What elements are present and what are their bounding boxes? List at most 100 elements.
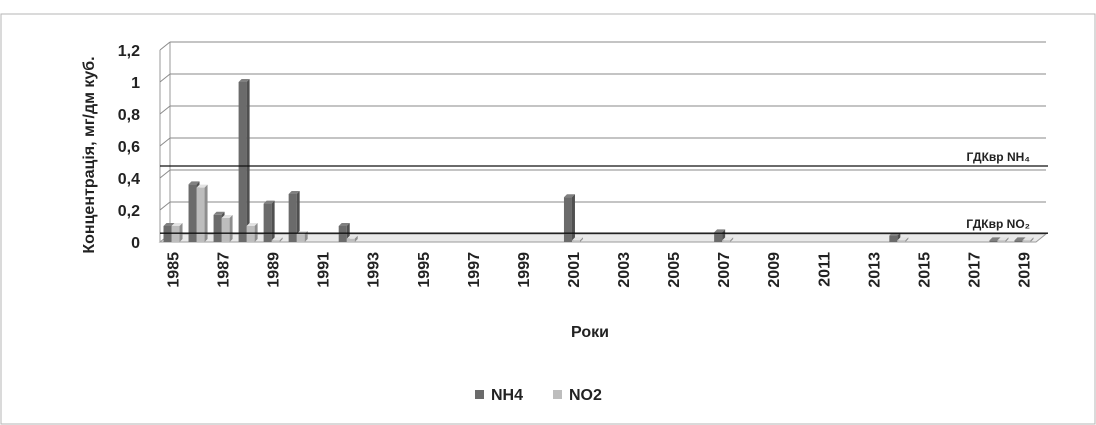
bar-top-no2-1986 — [196, 184, 208, 188]
x-tick-label: 2009 — [766, 252, 783, 288]
bar-top-no2-2019 — [1022, 237, 1034, 241]
bar-top-nh4-1987 — [213, 211, 225, 215]
bar-no2-1987 — [221, 218, 230, 242]
x-tick-label: 1995 — [416, 252, 433, 288]
legend-swatch-no2 — [553, 390, 562, 399]
x-tick-label: 2005 — [666, 252, 683, 288]
legend-label-no2: NO2 — [569, 387, 602, 404]
x-tick-label: 1985 — [166, 252, 183, 288]
bar-top-no2-2018 — [997, 237, 1009, 241]
bar-nh4-2014 — [889, 235, 898, 242]
gridlines — [159, 41, 1046, 211]
x-tick-label: 2001 — [566, 252, 583, 288]
bar-no2-2018 — [997, 240, 1006, 242]
legend: NH4 NO2 — [475, 387, 602, 404]
x-tick-label: 2007 — [716, 252, 733, 288]
bar-no2-1988 — [246, 226, 255, 242]
bar-side-no2-1986 — [204, 184, 208, 242]
bar-top-nh4-1992 — [338, 223, 350, 226]
bar-top-nh4-2001 — [563, 194, 575, 198]
bar-no2-2019 — [1022, 240, 1031, 242]
bar-no2-2007 — [722, 240, 731, 242]
chart-border — [0, 13, 1096, 425]
bar-nh4-2018 — [989, 240, 998, 242]
bar-side-no2-2001 — [579, 237, 583, 242]
x-tick-label: 1991 — [316, 252, 333, 288]
bar-nh4-1987 — [213, 214, 222, 242]
bar-side-nh4-2001 — [571, 194, 575, 242]
bar-side-no2-2018 — [1005, 237, 1009, 242]
y-axis-title: Концентрація, мг/дм куб. — [81, 56, 98, 253]
x-tick-label: 1993 — [366, 252, 383, 288]
bar-top-no2-2014 — [897, 237, 909, 241]
reference-label-1: ГДКвр NO₂ — [966, 217, 1030, 231]
bar-top-nh4-2007 — [714, 229, 726, 233]
bar-top-nh4-2019 — [1014, 237, 1026, 241]
bar-side-no2-2007 — [730, 237, 734, 242]
y-tick-label: 0,6 — [118, 139, 140, 156]
x-tick-label: 1987 — [216, 252, 233, 288]
bar-top-nh4-1989 — [263, 200, 275, 204]
gridline-side — [159, 73, 171, 83]
legend-swatch-nh4 — [475, 390, 484, 399]
gridline-side — [159, 201, 171, 211]
reference-lines: ГДКвр NH₄ ГДКвр NO₂ — [160, 150, 1048, 234]
gridline-side — [159, 137, 171, 147]
bar-side-nh4-1990 — [296, 191, 300, 242]
y-tick-label: 0,2 — [118, 203, 140, 220]
bar-top-no2-1992 — [346, 235, 358, 239]
bar-top-nh4-2018 — [989, 237, 1001, 241]
bar-top-nh4-1985 — [163, 223, 175, 226]
gridline-side — [159, 105, 171, 115]
bar-no2-2001 — [571, 240, 580, 242]
bar-side-no2-1987 — [229, 215, 233, 242]
x-tick-label: 2013 — [866, 252, 883, 288]
bar-no2-1989 — [271, 240, 280, 242]
bar-no2-1985 — [171, 226, 180, 242]
x-tick-label: 2019 — [1016, 252, 1033, 288]
bar-no2-2014 — [897, 240, 906, 242]
y-tick-label: 0 — [131, 235, 140, 252]
x-tick-label: 2017 — [966, 252, 983, 288]
bar-top-no2-1988 — [246, 223, 258, 226]
y-tick-label: 0,4 — [118, 171, 140, 188]
bar-top-nh4-1988 — [238, 79, 250, 82]
x-axis-ticks: 1985 1987 1989 1991 1993 1995 1997 1999 2001 2003… — [166, 252, 1034, 288]
bar-side-no2-1985 — [179, 223, 183, 242]
bar-side-nh4-1988 — [246, 79, 250, 242]
bar-side-nh4-1989 — [271, 200, 275, 242]
bar-nh4-1988 — [238, 82, 247, 242]
y-tick-label: 1,2 — [118, 43, 140, 60]
bar-top-no2-1985 — [171, 223, 183, 226]
bar-top-no2-1989 — [271, 237, 283, 241]
gridline-side — [159, 169, 171, 179]
bar-nh4-2019 — [1014, 240, 1023, 242]
bar-side-no2-1988 — [254, 223, 258, 242]
gridline-side — [159, 41, 171, 51]
bar-top-nh4-1986 — [188, 181, 200, 185]
x-tick-label: 2011 — [816, 252, 833, 287]
reference-label-0: ГДКвр NH₄ — [967, 150, 1031, 164]
x-tick-label: 1989 — [266, 252, 283, 288]
x-axis-title: Роки — [571, 324, 609, 341]
bar-top-no2-1987 — [221, 215, 233, 218]
legend-label-nh4: NH4 — [491, 387, 523, 404]
bar-nh4-1992 — [338, 226, 347, 242]
bar-nh4-2007 — [714, 232, 723, 242]
x-tick-label: 2003 — [616, 252, 633, 288]
x-tick-label: 1999 — [516, 252, 533, 288]
y-tick-label: 1 — [131, 75, 140, 92]
y-axis-ticks: 0 0,2 0,4 0,6 0,8 1 1,2 — [118, 43, 140, 252]
bar-top-no2-2007 — [722, 237, 734, 241]
bar-side-no2-2014 — [905, 237, 909, 242]
bar-no2-1986 — [196, 187, 205, 242]
bar-nh4-1990 — [288, 194, 297, 242]
y-tick-label: 0,8 — [118, 107, 140, 124]
bar-nh4-1989 — [263, 203, 272, 242]
bar-side-no2-2019 — [1030, 237, 1034, 242]
x-tick-label: 2015 — [916, 252, 933, 288]
bar-no2-1990 — [296, 234, 305, 242]
bars — [163, 79, 1034, 242]
